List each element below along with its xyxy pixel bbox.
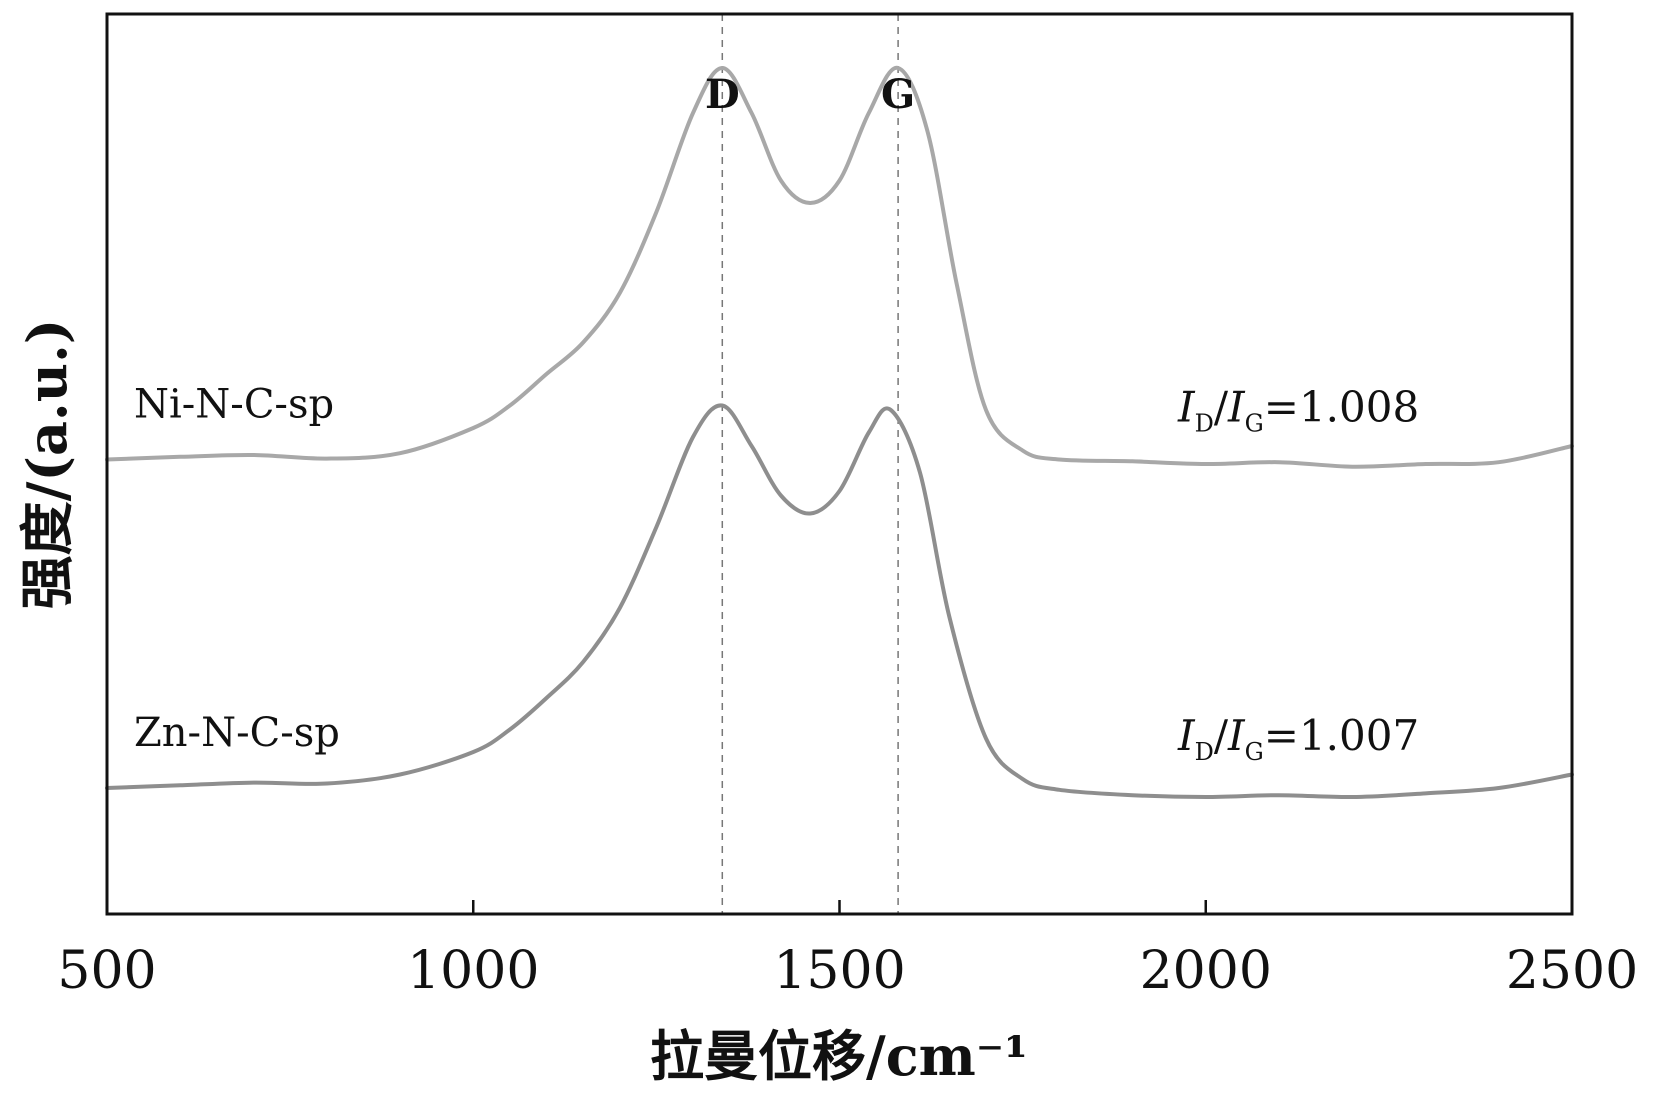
ratio-label-1: ID/IG=1.007 bbox=[1177, 711, 1419, 766]
x-axis: 500 1000 1500 2000 2500 bbox=[57, 900, 1638, 1001]
series-label-0: Ni-N-C-sp bbox=[134, 382, 334, 428]
series-line-0 bbox=[105, 65, 1574, 469]
plot-area bbox=[105, 14, 1574, 914]
plot-frame bbox=[105, 12, 1574, 916]
series-line-1 bbox=[105, 403, 1574, 800]
series-label-1: Zn-N-C-sp bbox=[134, 710, 340, 756]
peak-label-D: D bbox=[705, 71, 740, 118]
x-tick-label: 2000 bbox=[1140, 941, 1272, 1001]
x-tick-label: 1000 bbox=[407, 941, 539, 1001]
peak-label-G: G bbox=[881, 71, 915, 118]
annotations: D G Ni-N-C-sp ID/IG=1.008 Zn-N-C-sp ID/IG=1.0… bbox=[134, 71, 1419, 766]
x-axis-title: 拉曼位移/cm⁻¹ bbox=[650, 1024, 1028, 1088]
ratio-label-0: ID/IG=1.008 bbox=[1177, 383, 1419, 438]
x-tick-label: 2500 bbox=[1506, 941, 1638, 1001]
x-tick-label: 500 bbox=[57, 941, 156, 1001]
x-tick-label: 1500 bbox=[773, 941, 905, 1001]
y-axis-title: 强度/(a.u.) bbox=[15, 319, 79, 610]
